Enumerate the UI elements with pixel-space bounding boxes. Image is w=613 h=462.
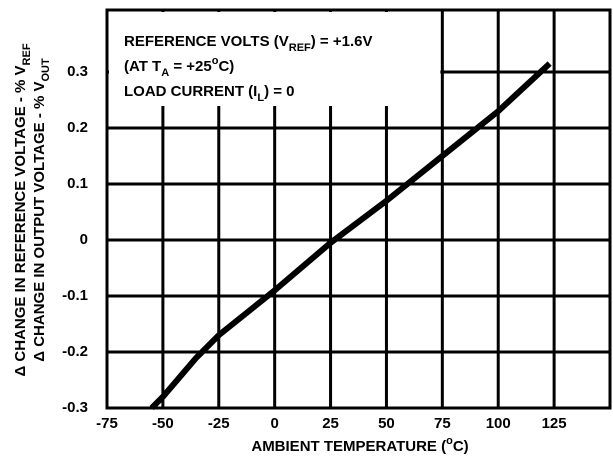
x-tick-label: 50 <box>378 415 395 432</box>
y-tick-label: 0.1 <box>67 175 88 192</box>
annotation: REFERENCE VOLTS (VREF) = +1.6V <box>124 33 372 54</box>
x-axis-title: AMBIENT TEMPERATURE (oC) <box>251 435 468 455</box>
text-segment: AMBIENT TEMPERATURE ( <box>251 438 446 455</box>
text-segment: ) = +1.6V <box>311 33 373 50</box>
x-tick-label: -50 <box>152 415 174 432</box>
text-segment: Δ CHANGE IN OUTPUT VOLTAGE - % V <box>31 82 48 362</box>
data-line <box>149 61 552 411</box>
text-segment: ) = 0 <box>264 83 294 100</box>
text-segment: REFERENCE VOLTS (V <box>124 33 289 50</box>
y-tick-label: 0.3 <box>67 63 88 80</box>
annotation: (AT TA = +25oC) <box>124 55 234 79</box>
subscript: OUT <box>40 58 52 82</box>
annotation-box <box>109 12 441 106</box>
x-tick-label: 75 <box>434 415 451 432</box>
x-tick-label: 0 <box>270 415 278 432</box>
subscript: REF <box>21 43 33 65</box>
plot-frame <box>105 8 612 410</box>
text-segment: = +25 <box>169 58 212 75</box>
y-tick-label: 0 <box>80 231 88 248</box>
subscript: REF <box>289 42 311 54</box>
x-tick-label: 125 <box>542 415 567 432</box>
superscript: o <box>446 435 453 447</box>
y-tick-label: 0.2 <box>67 119 88 136</box>
text-segment: (AT T <box>124 58 161 75</box>
subscript: L <box>257 92 264 104</box>
x-tick-label: 25 <box>322 415 339 432</box>
x-tick-label: -25 <box>208 415 230 432</box>
y-axis-title: Δ CHANGE IN OUTPUT VOLTAGE - % VOUT <box>31 58 52 362</box>
text-segment: C) <box>218 58 234 75</box>
x-tick-label: 100 <box>486 415 511 432</box>
y-tick-label: -0.3 <box>62 399 88 416</box>
subscript: A <box>161 67 169 79</box>
superscript: o <box>212 55 219 67</box>
y-tick-label: -0.2 <box>62 343 88 360</box>
y-axis-title: Δ CHANGE IN REFERENCE VOLTAGE - % VREF <box>12 43 33 376</box>
annotation: LOAD CURRENT (IL) = 0 <box>124 83 295 104</box>
y-tick-label: -0.1 <box>62 287 88 304</box>
text-segment: C) <box>453 438 469 455</box>
text-segment: LOAD CURRENT (I <box>124 83 257 100</box>
x-tick-label: -75 <box>96 415 118 432</box>
text-segment: Δ CHANGE IN REFERENCE VOLTAGE - % V <box>12 65 29 376</box>
